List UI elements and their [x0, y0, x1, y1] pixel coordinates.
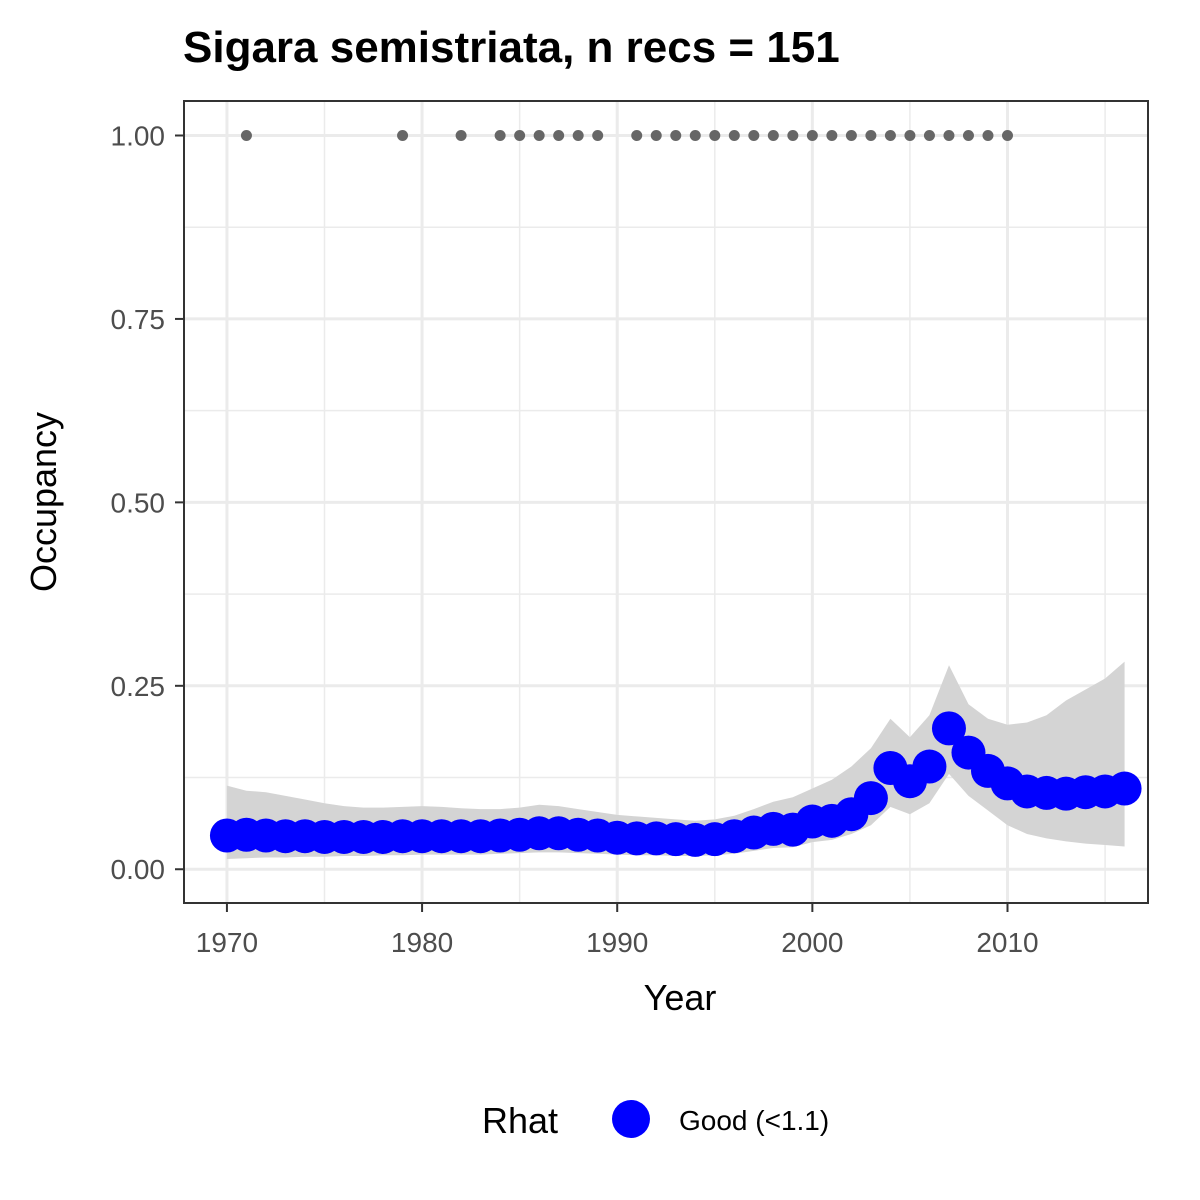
record-point	[650, 129, 662, 141]
record-point	[1001, 129, 1013, 141]
legend-title: Rhat	[482, 1100, 558, 1141]
record-point	[397, 129, 409, 141]
legend-label-good: Good (<1.1)	[679, 1105, 829, 1136]
x-tick-label: 1970	[196, 927, 258, 958]
record-point	[670, 129, 682, 141]
record-point	[572, 129, 584, 141]
x-tick-label: 2000	[781, 927, 843, 958]
record-point	[455, 129, 467, 141]
record-point	[787, 129, 799, 141]
record-point	[689, 129, 701, 141]
y-axis: 0.00 0.25 0.50 0.75 1.00	[111, 120, 184, 885]
y-tick-label: 0.25	[111, 671, 166, 702]
record-point	[962, 129, 974, 141]
record-point	[709, 129, 721, 141]
chart-title: Sigara semistriata, n recs = 151	[183, 23, 840, 72]
record-point	[767, 129, 779, 141]
records-layer	[240, 129, 1013, 141]
record-point	[494, 129, 506, 141]
y-tick-label: 1.00	[111, 120, 166, 151]
record-point	[982, 129, 994, 141]
legend: Rhat Good (<1.1)	[482, 1100, 829, 1141]
record-point	[806, 129, 818, 141]
y-axis-title: Occupancy	[23, 412, 64, 592]
record-point	[845, 129, 857, 141]
points-layer	[209, 711, 1142, 857]
x-tick-label: 2010	[976, 927, 1038, 958]
confidence-ribbon	[226, 661, 1125, 859]
record-point	[865, 129, 877, 141]
record-point	[748, 129, 760, 141]
ribbon-layer	[226, 661, 1125, 859]
record-point	[728, 129, 740, 141]
record-point	[923, 129, 935, 141]
y-tick-label: 0.75	[111, 304, 166, 335]
x-axis-title: Year	[644, 977, 717, 1018]
record-point	[533, 129, 545, 141]
legend-key-good	[612, 1100, 650, 1138]
y-tick-label: 0.00	[111, 854, 166, 885]
occupancy-point	[1107, 771, 1142, 806]
y-tick-label: 0.50	[111, 487, 166, 518]
record-point	[943, 129, 955, 141]
record-point	[904, 129, 916, 141]
x-tick-label: 1980	[391, 927, 453, 958]
occupancy-point	[912, 749, 947, 784]
record-point	[884, 129, 896, 141]
x-axis: 1970 1980 1990 2000 2010	[196, 903, 1039, 958]
occupancy-point	[853, 781, 888, 816]
record-point	[826, 129, 838, 141]
x-tick-label: 1990	[586, 927, 648, 958]
record-point	[553, 129, 565, 141]
record-point	[240, 129, 252, 141]
occupancy-point	[931, 711, 966, 746]
record-point	[514, 129, 526, 141]
record-point	[631, 129, 643, 141]
record-point	[592, 129, 604, 141]
